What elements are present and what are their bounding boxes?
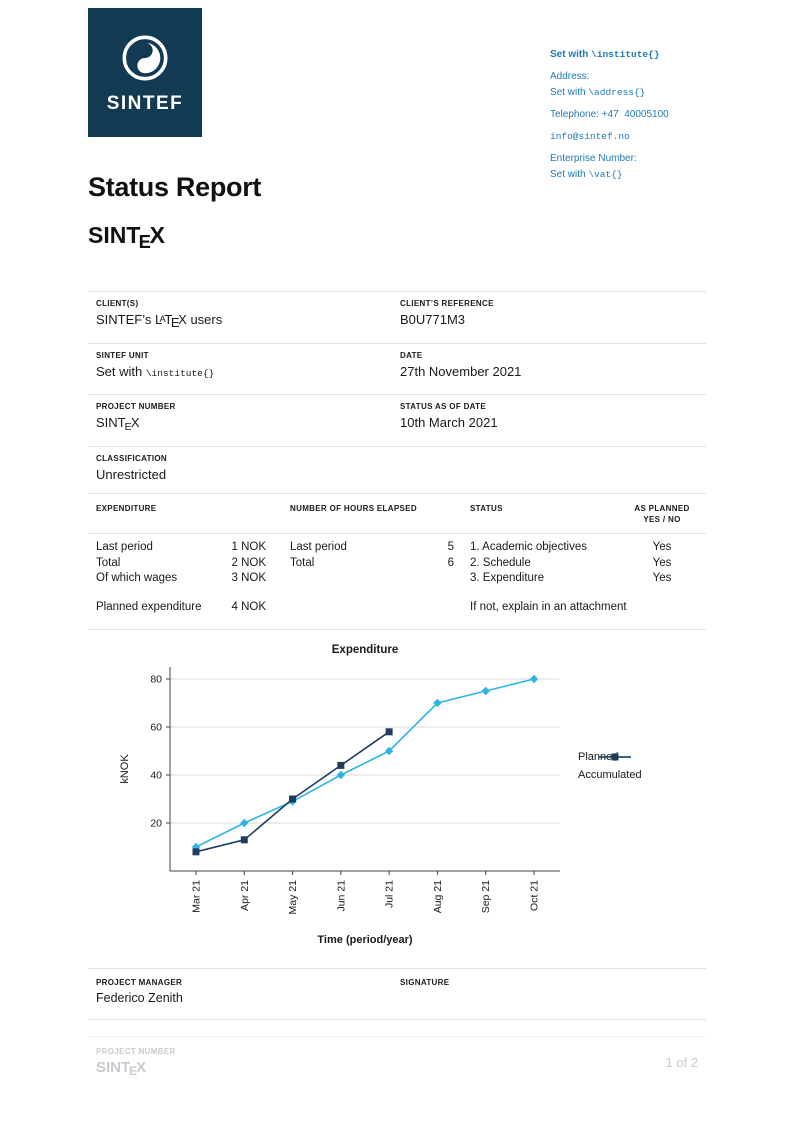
svg-text:Mar 21: Mar 21 xyxy=(191,880,203,913)
contact-line: Set with \vat{} xyxy=(550,169,623,180)
page-footer: PROJECT NUMBER SINTEX 1 of 2 xyxy=(88,1036,706,1078)
field-label: CLIENT’S REFERENCE xyxy=(400,299,494,308)
legend-item-accumulated: Accumulated xyxy=(578,753,642,781)
svg-text:Apr 21: Apr 21 xyxy=(239,880,251,911)
chart-legend: Planned Accumulated xyxy=(578,751,642,781)
expenditure-chart: Expenditure 20 40 60 80 Mar 21 Apr 21 May 21 Jun… xyxy=(88,639,728,951)
legend-marker-square-icon xyxy=(599,753,631,761)
expenditure-table-header: EXPENDITURE NUMBER OF HOURS ELAPSED STAT… xyxy=(88,494,706,534)
field-label: STATUS AS OF DATE xyxy=(400,401,487,411)
info-row: PROJECT NUMBER SINTEX STATUS AS OF DATE 10t… xyxy=(88,393,706,446)
svg-text:20: 20 xyxy=(150,818,162,830)
svg-text:Jun 21: Jun 21 xyxy=(335,880,347,912)
field-label: SINTEF UNIT xyxy=(96,350,149,360)
expenditure-table: EXPENDITURE NUMBER OF HOURS ELAPSED STAT… xyxy=(88,493,706,630)
project-manager-label: PROJECT MANAGER xyxy=(96,978,183,987)
expenditure-row: Planned expenditure 4 NOK If not, explain … xyxy=(96,600,627,613)
signature-field: SIGNATURE xyxy=(400,978,706,1005)
info-row: CLIENT(S) SINTEF’s LATEX users CLIENT’S RE… xyxy=(88,291,706,343)
contact-line: Set with \institute{} xyxy=(550,49,660,60)
field-value: SINTEF’s LATEX users xyxy=(96,312,223,330)
page-number: 1 of 2 xyxy=(665,1055,698,1070)
svg-text:Sep 21: Sep 21 xyxy=(480,880,492,913)
footer-project-number: SINTEX xyxy=(96,1059,147,1079)
svg-text:60: 60 xyxy=(150,722,162,734)
field-label: CLASSIFICATION xyxy=(96,453,167,463)
sintef-logo: SINTEF xyxy=(88,8,202,137)
contact-line: Set with \address{} xyxy=(550,87,646,98)
project-logo: SINTEX xyxy=(88,222,165,252)
svg-text:40: 40 xyxy=(150,770,162,782)
col-header-expenditure: EXPENDITURE xyxy=(96,504,157,513)
svg-text:80: 80 xyxy=(150,674,162,686)
field-value: 10th March 2021 xyxy=(400,414,498,430)
svg-text:Oct 21: Oct 21 xyxy=(529,880,541,911)
signature-label: SIGNATURE xyxy=(400,978,450,987)
svg-text:Expenditure: Expenditure xyxy=(332,644,398,656)
project-manager-name: Federico Zenith xyxy=(96,991,183,1005)
legend-label: Accumulated xyxy=(578,769,642,781)
col-header-hours-elapsed: NUMBER OF HOURS ELAPSED xyxy=(290,504,417,513)
info-row: CLASSIFICATION Unrestricted xyxy=(88,445,706,497)
field-label: DATE xyxy=(400,350,423,360)
expenditure-chart-plot: Expenditure 20 40 60 80 Mar 21 Apr 21 May 21 Jun… xyxy=(119,644,560,946)
contact-info: Set with \institute{} Address: Set with \a… xyxy=(550,48,765,184)
field-label: CLIENT(S) xyxy=(96,299,139,308)
col-header-as-planned: AS PLANNED YES / NO xyxy=(634,504,690,524)
contact-line: Telephone: +47 40005100 xyxy=(550,109,669,120)
col-header-status: STATUS xyxy=(470,504,503,513)
field-value: Set with \institute{} xyxy=(96,363,215,379)
legend-label: Planned xyxy=(578,751,619,763)
page-title: Status Report xyxy=(88,172,262,202)
field-value: B0U771M3 xyxy=(400,312,466,327)
expenditure-row: Of which wages 3 NOK 3. Expenditure Yes xyxy=(96,572,672,584)
field-value: 27th November 2021 xyxy=(400,363,522,379)
svg-text:Jul 21: Jul 21 xyxy=(384,880,396,908)
sintef-logo-text: SINTEF xyxy=(106,92,184,114)
svg-text:May 21: May 21 xyxy=(287,880,299,915)
signature-section: PROJECT MANAGER Federico Zenith SIGNATUR… xyxy=(88,968,706,1020)
expenditure-row: Total 2 NOK Total 6 2. Schedule Yes xyxy=(96,556,672,569)
footer-project-number-label: PROJECT NUMBER xyxy=(96,1047,176,1056)
contact-line: Address: xyxy=(550,71,590,82)
field-value: Unrestricted xyxy=(96,466,167,482)
field-label: PROJECT NUMBER xyxy=(96,401,176,411)
sintef-logo-icon xyxy=(122,35,168,80)
project-manager-field: PROJECT MANAGER Federico Zenith xyxy=(88,978,400,1005)
svg-text:Time (period/year): Time (period/year) xyxy=(317,934,412,946)
svg-text:Aug 21: Aug 21 xyxy=(432,880,444,913)
contact-line: Enterprise Number: xyxy=(550,153,637,164)
svg-text:kNOK: kNOK xyxy=(119,754,131,784)
field-value: SINTEX xyxy=(96,414,140,433)
contact-line: info@sintef.no xyxy=(550,131,630,142)
info-table: CLIENT(S) SINTEF’s LATEX users CLIENT’S RE… xyxy=(88,291,706,497)
expenditure-row: Last period 1 NOK Last period 5 1. Academic … xyxy=(96,541,672,553)
info-row: SINTEF UNIT Set with \institute{} DATE 27th… xyxy=(88,342,706,394)
